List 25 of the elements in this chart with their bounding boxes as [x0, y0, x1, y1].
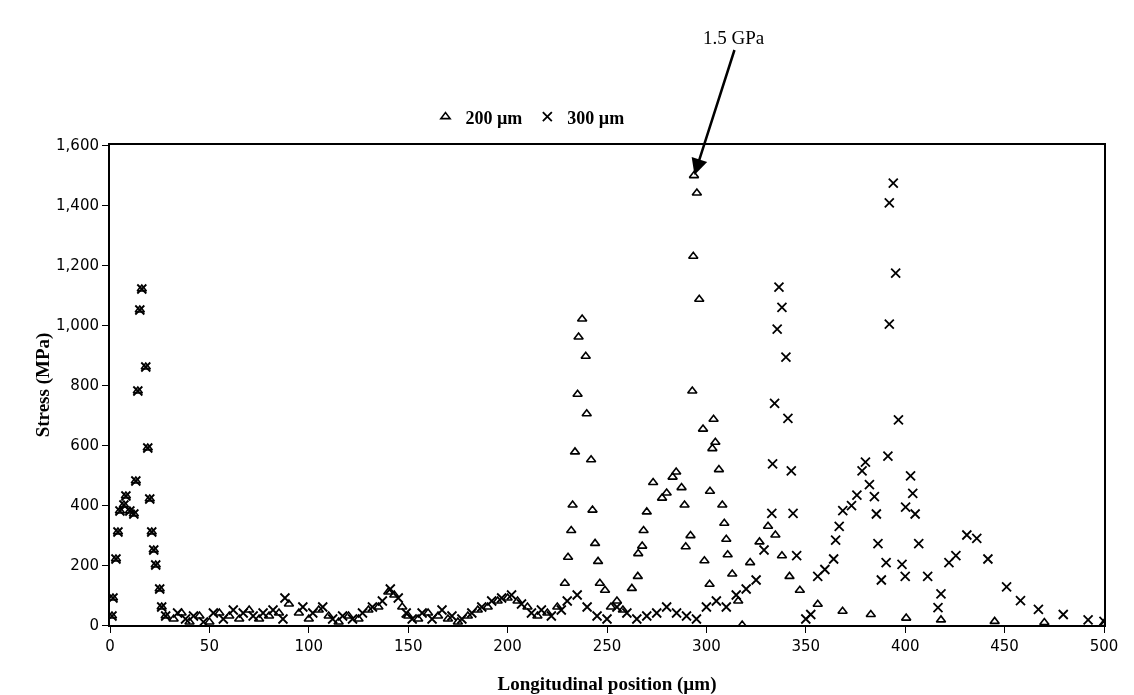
x-tick-label: 450: [990, 637, 1019, 655]
x-tick-label: 100: [294, 637, 324, 655]
x-tick-label: 200: [493, 637, 522, 655]
y-axis-title: Stress (MPa): [32, 332, 55, 438]
y-tick-label: 1,400: [56, 196, 99, 215]
y-tick-label: 1,600: [56, 136, 99, 155]
x-tick-label: 500: [1089, 637, 1119, 655]
y-tick-label: 200: [70, 556, 99, 575]
legend-label: 300 µm: [567, 107, 625, 128]
y-tick-label: 1,000: [56, 316, 99, 335]
y-tick-label: 400: [70, 496, 99, 515]
annotation: 1.5 GPa: [703, 27, 765, 48]
x-tick-label: 400: [890, 637, 920, 655]
y-tick-label: 600: [70, 436, 99, 455]
x-tick-label: 0: [105, 637, 115, 655]
y-tick-label: 800: [70, 376, 99, 395]
x-tick-label: 50: [199, 637, 219, 655]
x-axis-title: Longitudinal position (µm): [497, 673, 717, 695]
x-tick-label: 150: [393, 637, 423, 655]
y-tick-label: 1,200: [56, 256, 99, 275]
x-tick-label: 250: [592, 637, 622, 655]
y-tick-label: 0: [89, 616, 99, 635]
x-tick-label: 350: [791, 637, 821, 655]
x-tick-label: 300: [692, 637, 721, 655]
legend-label: 200 µm: [465, 107, 523, 128]
